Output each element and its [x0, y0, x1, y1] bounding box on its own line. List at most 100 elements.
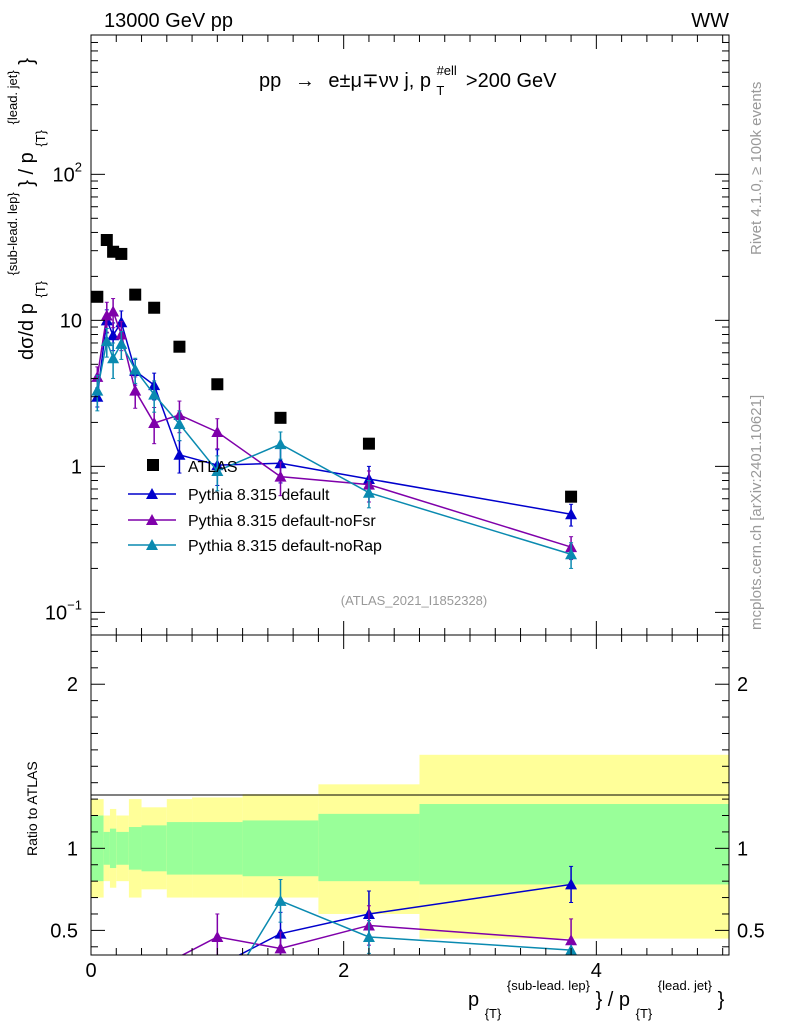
ratio-axis-ticks: 0.5 0.5 1 1 2 2 0 2 4 [50, 634, 765, 982]
ratio-frame [90, 634, 730, 956]
stat-uncertainty-band [242, 820, 319, 877]
ratio-series-clipped [180, 865, 578, 955]
y-tick-label: 102 [53, 159, 82, 186]
data-point-pythia-8-315-default-norap [115, 337, 128, 349]
data-point-pythia-8-315-default-norap [211, 464, 224, 476]
analysis-id-label: (ATLAS_2021_I1852328) [341, 593, 487, 608]
data-point-pythia-8-315-default-nofsr [107, 305, 120, 317]
legend: ATLAS Pythia 8.315 default Pythia 8.315 … [128, 459, 382, 555]
data-point-pythia-8-315-default-norap [362, 486, 375, 498]
data-point-pythia-8-315-default-norap [91, 384, 104, 396]
title-cut: >200 GeV [466, 70, 557, 92]
series-line-pythia-8-315-default [96, 317, 572, 515]
y-tick-base: 10 [60, 310, 82, 332]
y-tick-base: 10 [53, 164, 75, 186]
y-tick-label: 10−1 [45, 597, 82, 624]
legend-label-nofsr: Pythia 8.315 default-noFsr [188, 513, 376, 530]
legend-marker-default [146, 488, 158, 499]
stat-uncertainty-band [116, 831, 129, 865]
ratio-point-pythia-8-315-default-nofsr [565, 934, 578, 946]
title-process: e±μ∓νν j, p [328, 70, 431, 92]
x-tick-label: 2 [338, 960, 349, 982]
series-line-pythia-8-315-default-nofsr [96, 310, 572, 548]
mcplots-label: mcplots.cern.ch [arXiv:2401.10621] [748, 395, 765, 630]
ratio-y-tick-label-left: 0.5 [50, 920, 78, 942]
data-point-pythia-8-315-default-norap [274, 438, 287, 450]
y-tick-label: 1 [71, 456, 82, 478]
ratio-y-tick-label-right: 2 [737, 674, 748, 696]
ratio-point-pythia-8-315-default-norap [362, 930, 375, 942]
ratio-panel: 0.5 0.5 1 1 2 2 0 2 4 Ratio to ATLAS p {T} {sub-… [24, 634, 765, 1023]
data-point-pythia-8-315-default-norap [107, 352, 120, 364]
title-arrow: → [295, 70, 315, 92]
ratio-y-tick-label-left: 2 [67, 674, 78, 696]
ratio-line-pythia-8-315-default-norap [246, 899, 572, 955]
data-point-atlas [115, 247, 128, 260]
ratio-y-tick-label-right: 1 [737, 838, 748, 860]
legend-label-norap: Pythia 8.315 default-noRap [188, 538, 382, 555]
title-pp: pp [259, 70, 281, 92]
data-point-pythia-8-315-default-nofsr [129, 384, 142, 396]
data-point-atlas [173, 340, 186, 353]
ratio-line-pythia-8-315-default [237, 883, 572, 955]
main-series-layer [91, 234, 578, 569]
stat-uncertainty-band [103, 831, 110, 865]
ratio-series-layer [180, 865, 578, 955]
xlabel: p {T} {sub-lead. lep} } / p {T} {lead. j… [468, 973, 725, 1023]
main-frame [90, 34, 730, 636]
stat-uncertainty-band [141, 825, 167, 872]
stat-uncertainty-band [318, 813, 420, 882]
stat-uncertainty-band [128, 827, 142, 870]
data-point-atlas [91, 290, 104, 303]
ratio-point-pythia-8-315-default-norap [274, 894, 287, 906]
data-point-pythia-8-315-default-norap [565, 548, 578, 560]
data-point-pythia-8-315-default-norap [129, 363, 142, 375]
process-label: WW [691, 10, 729, 32]
data-point-atlas [148, 301, 161, 314]
data-point-atlas [362, 437, 375, 450]
x-tick-label: 4 [591, 960, 602, 982]
legend-marker-atlas [147, 459, 159, 471]
data-point-pythia-8-315-default [107, 329, 120, 341]
data-point-atlas [565, 490, 578, 503]
ratio-point-pythia-8-315-default-nofsr [274, 942, 287, 954]
ratio-point-pythia-8-315-default-nofsr [211, 930, 224, 942]
data-point-pythia-8-315-default-nofsr [274, 470, 287, 482]
legend-marker-nofsr [146, 514, 158, 525]
data-point-pythia-8-315-default-nofsr [211, 425, 224, 437]
title-superscript: #ell [437, 63, 457, 78]
rivet-version-label: Rivet 4.1.0, ≥ 100k events [748, 82, 765, 255]
x-tick-label: 0 [85, 960, 96, 982]
y-tick-exponent: −1 [67, 597, 82, 612]
data-point-pythia-8-315-default-norap [148, 388, 161, 400]
data-point-pythia-8-315-default-norap [173, 418, 186, 430]
ratio-y-tick-label-left: 1 [67, 838, 78, 860]
data-point-atlas [211, 378, 224, 391]
ratio-point-pythia-8-315-default [565, 878, 578, 890]
ratio-y-tick-label-right: 0.5 [737, 920, 765, 942]
data-point-atlas [100, 234, 113, 247]
y-tick-base: 10 [45, 602, 67, 624]
y-tick-label: 10 [60, 310, 82, 332]
legend-label-atlas: ATLAS [188, 459, 238, 476]
stat-uncertainty-band [419, 804, 729, 885]
data-point-pythia-8-315-default-nofsr [100, 309, 113, 321]
legend-marker-norap [146, 539, 158, 550]
energy-label: 13000 GeV pp [104, 10, 233, 32]
ratio-ylabel: Ratio to ATLAS [24, 761, 40, 856]
data-point-atlas [129, 288, 142, 301]
y-tick-base: 1 [71, 456, 82, 478]
title-subscript: T [436, 83, 444, 98]
y-tick-exponent: 2 [75, 159, 82, 174]
stat-uncertainty-band [166, 822, 193, 875]
data-point-pythia-8-315-default [565, 508, 578, 520]
main-title: pp → e±μ∓νν j, p #ell T >200 GeV [259, 58, 557, 100]
data-point-pythia-8-315-default [173, 448, 186, 460]
ratio-bands-layer [91, 754, 729, 939]
main-ylabel: dσ/d p {T} {sub-lead. lep} } / p {T} {le… [0, 58, 50, 360]
data-point-atlas [274, 411, 287, 424]
legend-label-default: Pythia 8.315 default [188, 487, 330, 504]
data-point-pythia-8-315-default-norap [100, 335, 113, 347]
